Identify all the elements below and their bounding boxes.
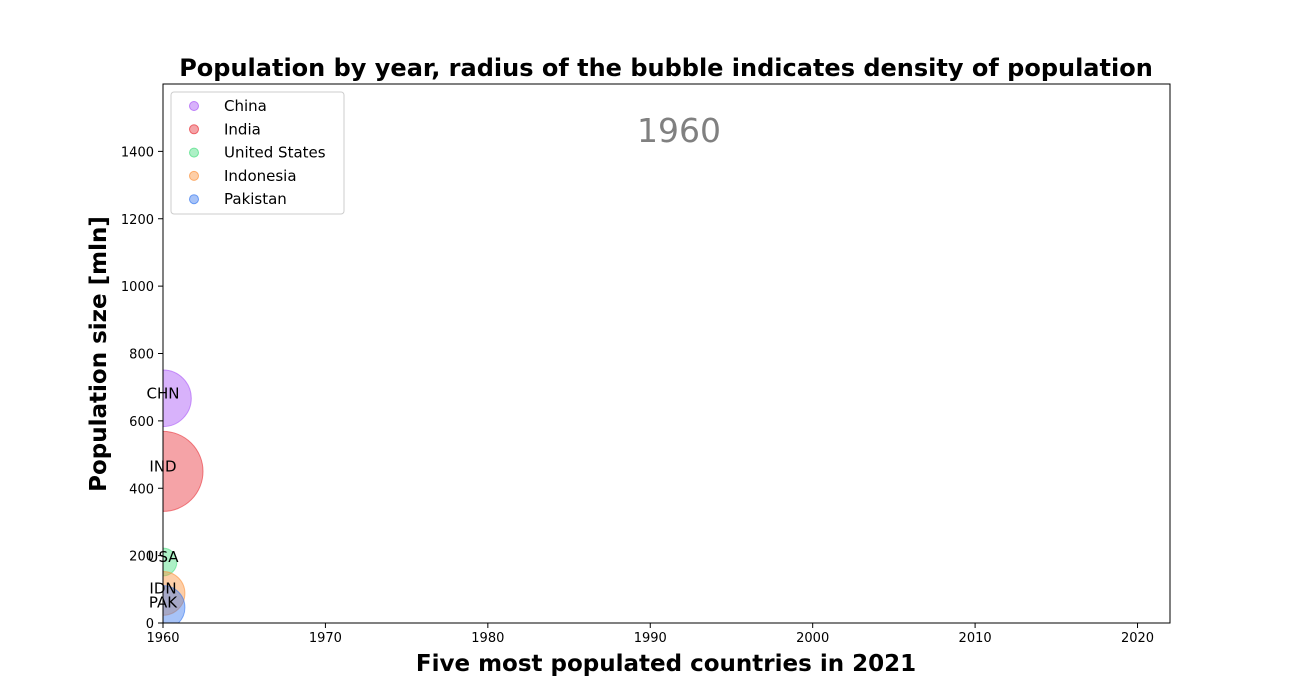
x-tick-label: 2000 [796,631,829,646]
y-tick-label: 1200 [121,213,154,228]
y-tick-label: 400 [129,482,154,497]
y-tick-label: 200 [129,550,154,565]
legend-marker [189,147,199,158]
bubble-idn [163,570,186,616]
x-tick-label: 1970 [309,631,342,646]
x-tick-label: 2010 [959,631,992,646]
legend-marker [189,101,199,111]
y-tick-label: 800 [129,348,154,363]
x-tick-label: 1980 [471,631,504,646]
year-annotation: 1960 [637,111,721,150]
legend-marker [189,124,199,135]
x-tick-label: 1990 [634,631,667,646]
legend-entry: Indonesia [224,167,297,185]
legend: China India United States Indonesia Pakistan [170,91,345,215]
bubble-label-pak: PAK [149,594,178,612]
legend-entry: Pakistan [224,190,287,208]
y-axis: 0 200 400 600 800 1000 1200 1400 [121,145,163,632]
y-tick-label: 600 [129,415,154,430]
legend-entry: United States [224,144,326,162]
y-tick-label: 0 [146,617,154,632]
legend-marker [189,170,199,181]
bubble-ind [163,430,204,512]
bubble-pak [163,585,186,623]
y-tick-label: 1000 [121,280,154,295]
bubble-chn [163,369,192,428]
legend-entry: India [224,120,261,138]
legend-entry: China [224,97,267,115]
y-axis-label: Population size [mln] [86,216,112,492]
chart-title: Population by year, radius of the bubble… [179,54,1153,82]
y-tick-label: 1400 [121,145,154,160]
x-axis-label: Five most populated countries in 2021 [416,651,916,677]
bubbles-layer [163,369,204,623]
legend-box [170,91,345,215]
legend-marker [189,194,199,205]
x-tick-label: 2020 [1121,631,1154,646]
x-tick-label: 1960 [146,631,179,646]
x-axis: 1960 1970 1980 1990 2000 2010 2020 [146,623,1154,646]
